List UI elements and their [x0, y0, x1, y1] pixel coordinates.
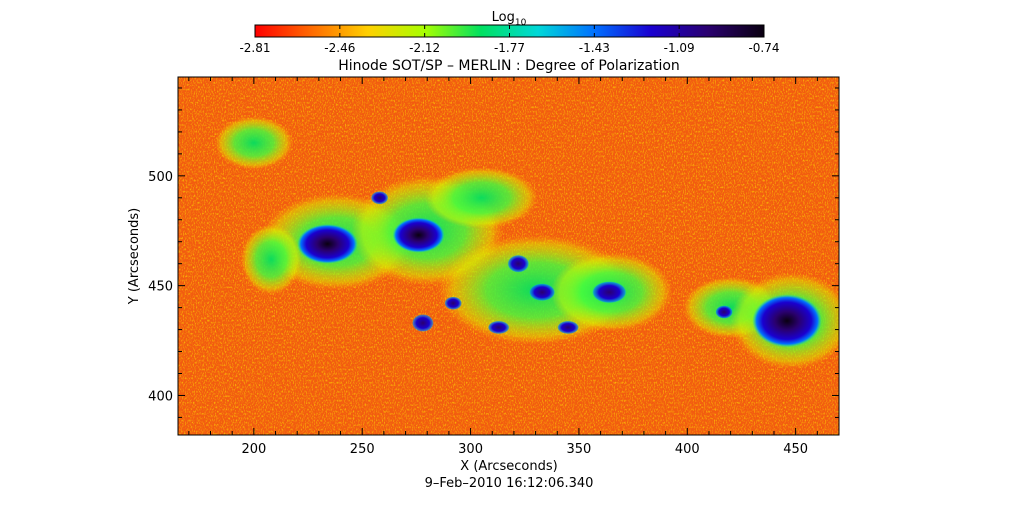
x-tick-label: 350 [567, 442, 592, 457]
y-tick-label: 400 [148, 389, 173, 404]
heatmap-features [214, 116, 839, 370]
colorbar-tick-label: -2.81 [239, 41, 270, 55]
heatmap-spot [297, 224, 358, 264]
observation-timestamp: 9–Feb–2010 16:12:06.340 [425, 476, 594, 491]
heatmap-pore [487, 320, 510, 334]
heatmap-pore [370, 191, 389, 205]
heatmap-pore [529, 283, 556, 302]
chart-title: Hinode SOT/SP – MERLIN : Degree of Polar… [338, 58, 680, 74]
x-tick-label: 300 [458, 442, 483, 457]
heatmap-spot [392, 217, 445, 253]
colorbar-tick-label: -2.46 [324, 41, 355, 55]
colorbar-tick-label: -0.74 [748, 41, 779, 55]
colorbar-tick-label: -2.12 [409, 41, 440, 55]
heatmap-pore [507, 254, 530, 273]
x-axis-label: X (Arcseconds) [460, 459, 557, 474]
heatmap-pore [715, 305, 733, 319]
heatmap-pore [412, 314, 434, 332]
colorbar-tick-label: -1.09 [664, 41, 695, 55]
colorbar-tick-label: -1.43 [579, 41, 610, 55]
colorbar-ticks: -2.81 -2.46 -2.12 -1.77 -1.43 -1.09 -0.74 [239, 25, 780, 55]
heatmap-plage [214, 116, 293, 170]
heatmap-spot [752, 294, 822, 348]
colorbar-label: Log10 [492, 10, 527, 28]
heatmap-plage [240, 224, 302, 295]
axis-ticks: 200 250 300 350 400 450 400 450 500 [148, 77, 840, 457]
heatmap-area [178, 77, 839, 435]
y-tick-label: 450 [148, 280, 173, 295]
y-tick-label: 500 [148, 170, 173, 185]
heatmap-pore [592, 281, 627, 304]
x-tick-label: 450 [783, 442, 808, 457]
heatmap-plage [425, 167, 538, 229]
plot-frame [177, 76, 840, 436]
x-tick-label: 200 [241, 442, 266, 457]
x-tick-label: 400 [675, 442, 700, 457]
x-tick-label: 250 [350, 442, 375, 457]
colorbar-tick-label: -1.77 [494, 41, 525, 55]
heatmap-pore [444, 296, 462, 310]
y-axis-label: Y (Arcseconds) [127, 208, 142, 305]
heatmap-pore [557, 320, 579, 334]
